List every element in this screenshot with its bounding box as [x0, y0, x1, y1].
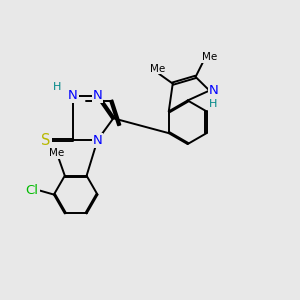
Text: H: H — [53, 82, 61, 92]
Text: N: N — [68, 89, 78, 102]
Text: N: N — [208, 84, 218, 97]
Text: H: H — [209, 99, 218, 110]
Text: Me: Me — [150, 64, 166, 74]
Text: Me: Me — [202, 52, 217, 62]
Text: N: N — [93, 89, 102, 102]
Text: N: N — [93, 134, 102, 147]
Text: Me: Me — [49, 148, 64, 158]
Text: Cl: Cl — [26, 184, 39, 197]
Text: S: S — [41, 133, 51, 148]
